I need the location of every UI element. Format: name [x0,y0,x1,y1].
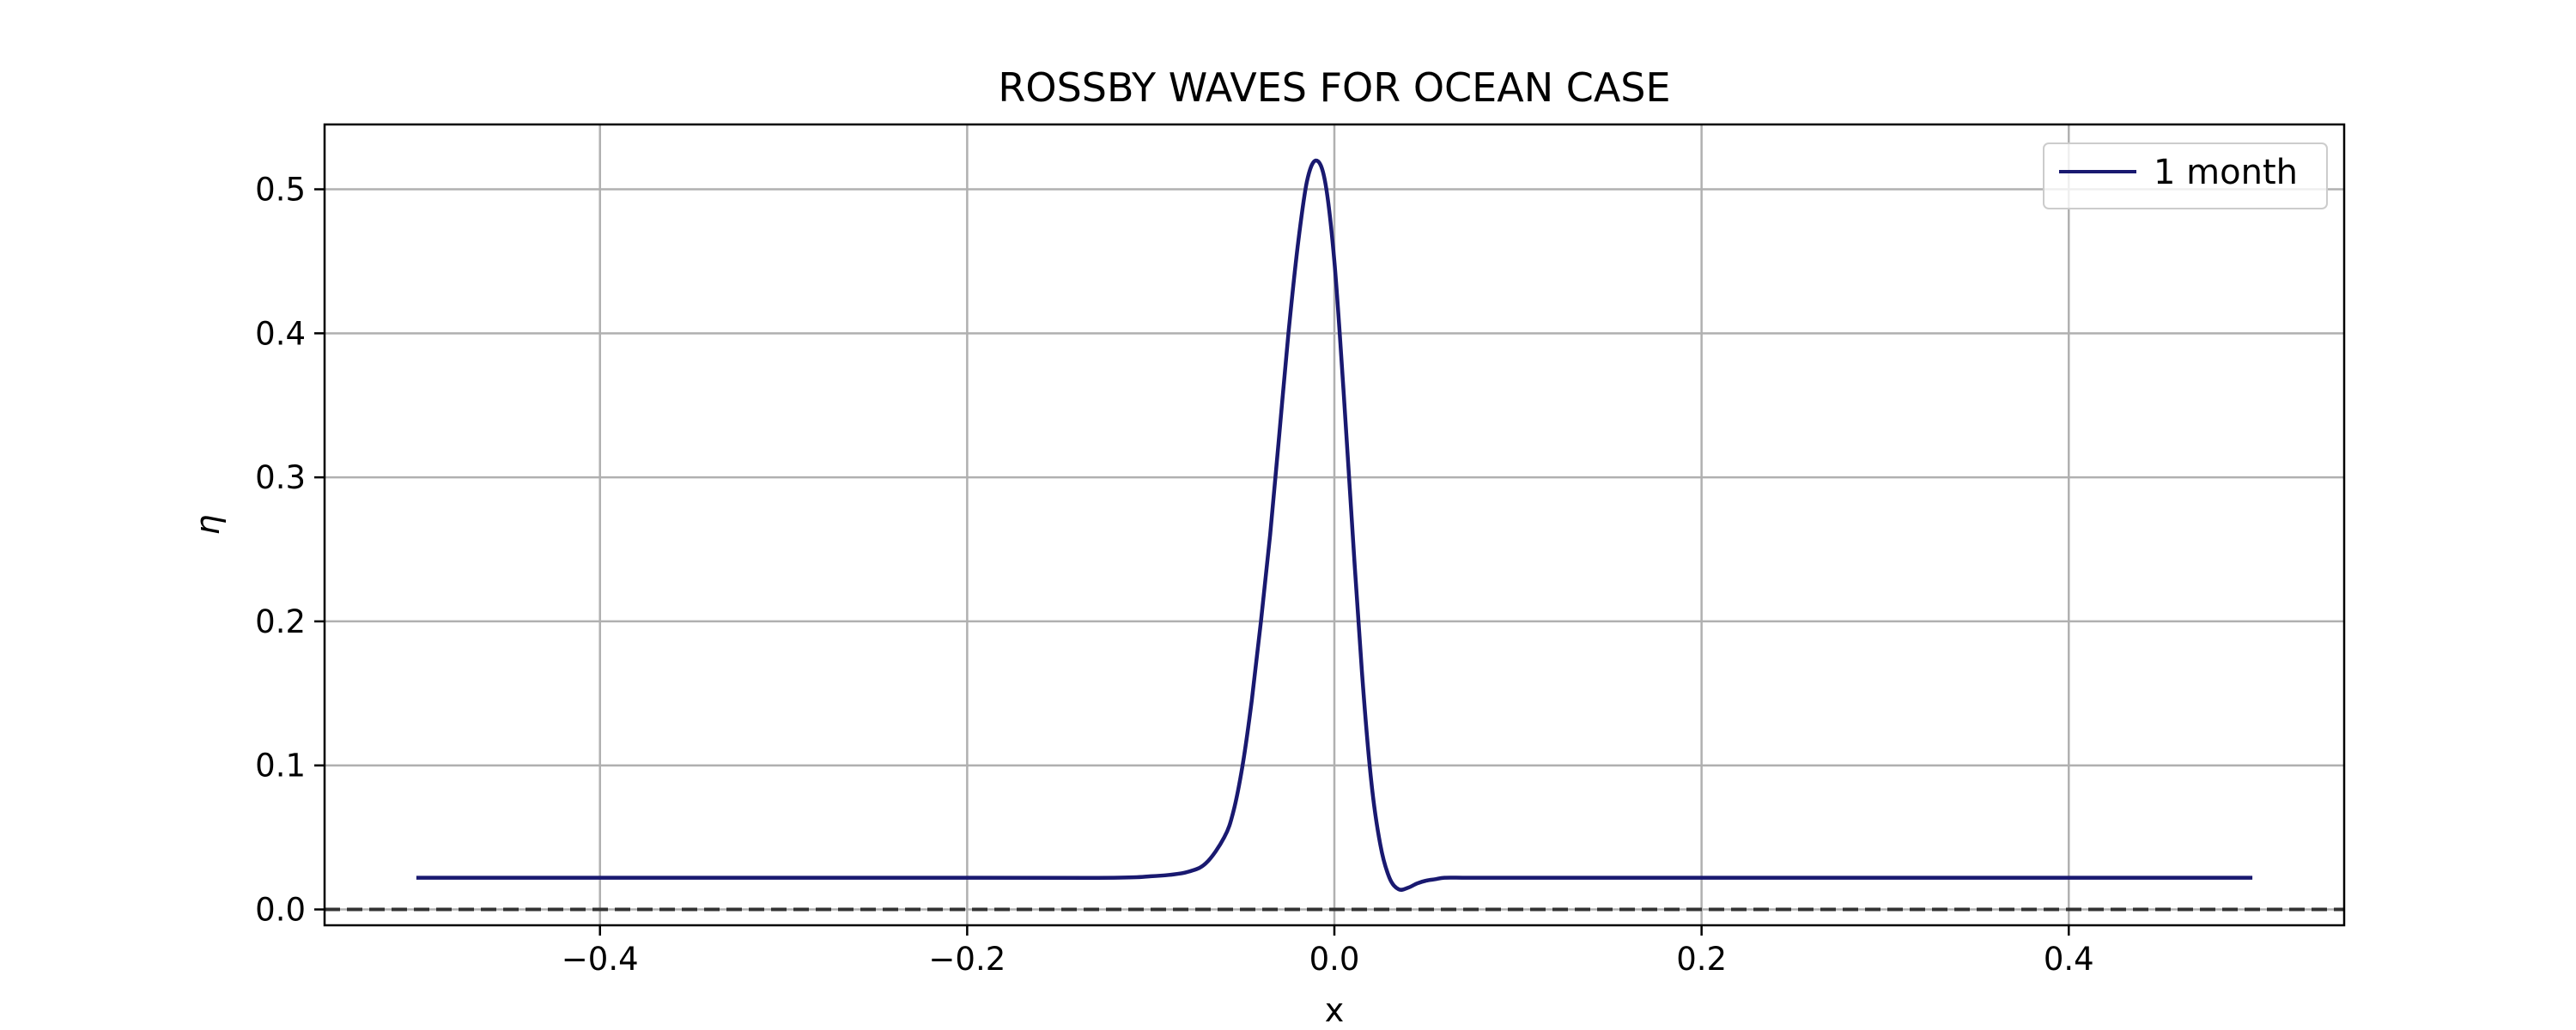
x-axis-label: x [1325,991,1345,1029]
series-line-1-month [416,158,2253,892]
x-tick-label: −0.2 [928,941,1005,978]
y-tick-label: 0.5 [255,172,306,209]
x-axis-ticks: −0.4 −0.2 0.0 0.2 0.4 [562,925,2094,978]
legend-label-1-month: 1 month [2154,153,2298,192]
y-tick-label: 0.0 [255,892,306,929]
legend-box [2043,142,2328,209]
y-tick-label: 0.4 [255,315,306,352]
x-tick-label: 0.4 [2044,941,2094,978]
series-layer [416,158,2253,892]
chart-title: ROSSBY WAVES FOR OCEAN CASE [998,64,1670,111]
x-tick-label: −0.4 [562,941,639,978]
y-axis-label: η [189,514,227,535]
x-tick-label: 0.2 [1676,941,1727,978]
y-tick-label: 0.1 [255,748,306,785]
y-tick-label: 0.3 [255,459,306,496]
y-tick-label: 0.2 [255,603,306,640]
legend: 1 month [2043,142,2328,209]
x-tick-label: 0.0 [1309,941,1360,978]
y-axis-ticks: 0.0 0.1 0.2 0.3 0.4 0.5 [255,172,325,929]
